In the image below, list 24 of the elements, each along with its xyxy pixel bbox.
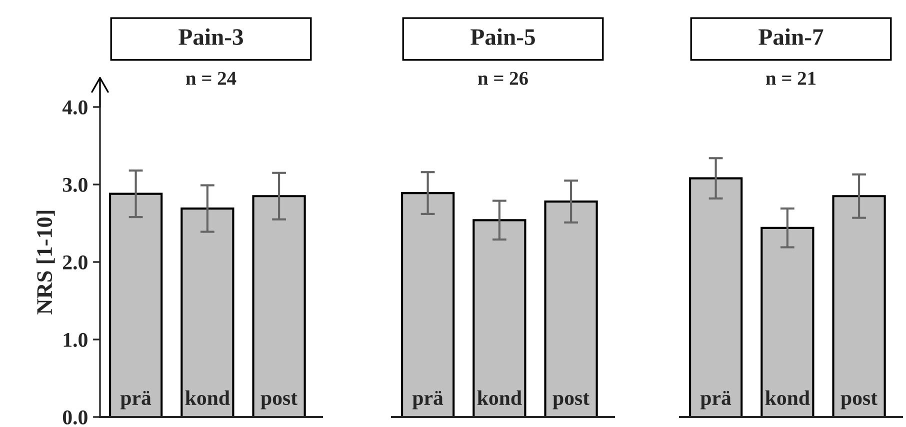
x-tick-label: kond — [765, 390, 810, 406]
x-tick-label: post — [552, 393, 590, 410]
bar — [180, 207, 234, 417]
y-tick-label: 4.0 — [62, 100, 88, 115]
x-tick-label: prä — [120, 390, 152, 410]
y-tick-label: 1.0 — [64, 332, 88, 348]
y-tick-label: 2.0 — [63, 255, 88, 270]
y-tick-label: 3.0 — [62, 178, 88, 192]
y-axis-title: NRS [1-10] — [36, 210, 55, 314]
x-tick-label: prä — [412, 390, 444, 410]
chart-subtitle: n = 21 — [766, 72, 816, 85]
chart-title: Pain-3 — [178, 28, 243, 46]
chart-subtitle: n = 24 — [186, 72, 236, 85]
chart-subtitle: n = 26 — [478, 72, 528, 85]
chart-title: Pain-5 — [470, 28, 535, 46]
x-tick-label: prä — [700, 390, 732, 410]
x-tick-label: post — [260, 393, 298, 410]
x-tick-label: kond — [477, 390, 522, 406]
bar — [252, 195, 306, 417]
x-tick-label: kond — [185, 390, 230, 406]
chart-title: Pain-7 — [758, 28, 824, 46]
bar — [108, 192, 163, 417]
y-tick-label: 0.0 — [62, 410, 88, 425]
x-tick-label: post — [840, 393, 878, 410]
